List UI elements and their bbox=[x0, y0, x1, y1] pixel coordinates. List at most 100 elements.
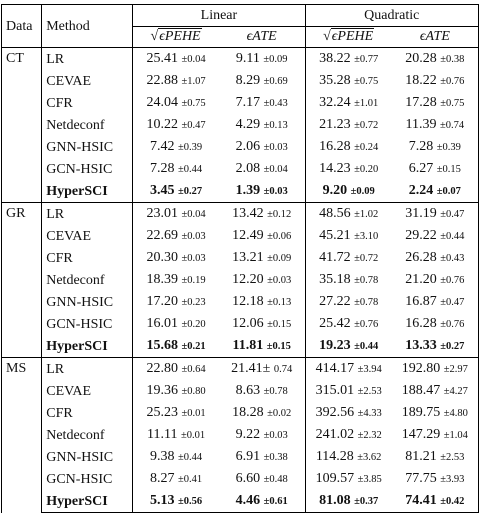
metric-value: 35.28 bbox=[319, 73, 351, 88]
metric-cell: 19.23 ±0.44 bbox=[305, 335, 392, 358]
method-name: HyperSCI bbox=[41, 335, 134, 358]
metric-value: 38.22 bbox=[319, 51, 351, 66]
metric-std: ±0.39 bbox=[178, 142, 203, 153]
metric-std: ±0.12 bbox=[267, 209, 292, 220]
table-row: CFR 25.23 ±0.01 18.28 ±0.02 392.56 ±4.33 189… bbox=[2, 402, 479, 424]
metric-value: 13.21 bbox=[232, 250, 264, 265]
table-row: CFR 24.04 ±0.75 7.17 ±0.43 32.24 ±1.01 17.28… bbox=[2, 92, 479, 114]
metric-cell: 13.42 ±0.12 bbox=[218, 202, 306, 225]
metric-cell: 192.80 ±2.97 bbox=[391, 357, 479, 380]
metric-std: ±0.69 bbox=[263, 76, 288, 87]
metric-value: 7.28 bbox=[150, 161, 175, 176]
metric-value: 6.91 bbox=[235, 449, 261, 464]
metric-value: 9.20 bbox=[322, 183, 348, 198]
metric-cell: 16.28 ±0.76 bbox=[391, 313, 479, 335]
metric-std: ±0.27 bbox=[440, 341, 465, 352]
metric-std: ±0.09 bbox=[267, 253, 292, 264]
metric-value: 22.69 bbox=[146, 228, 179, 243]
dataset-label: CT bbox=[0, 47, 43, 203]
metric-std: ±2.32 bbox=[357, 430, 382, 441]
metric-value: 22.80 bbox=[146, 361, 179, 376]
quadratic-header: Quadratic bbox=[305, 4, 480, 27]
metric-std: ±0.76 bbox=[440, 275, 465, 286]
metric-std: ±0.20 bbox=[354, 164, 379, 175]
metric-std: ±0.01 bbox=[181, 408, 206, 419]
method-name: CEVAE bbox=[41, 380, 134, 402]
metric-cell: 21.20 ±0.76 bbox=[391, 269, 479, 291]
method-name: CFR bbox=[41, 92, 134, 114]
metric-cell: 2.08 ±0.04 bbox=[218, 158, 306, 180]
metric-std: ±0.27 bbox=[178, 186, 203, 197]
metric-std: ±0.09 bbox=[263, 54, 288, 65]
metric-value: 12.20 bbox=[232, 272, 264, 287]
table-row: HyperSCI 5.13 ±0.56 4.46 ±0.61 81.08 ±0.37 7… bbox=[2, 490, 479, 513]
metric-value: 18.28 bbox=[232, 405, 264, 420]
metric-value: 18.22 bbox=[405, 73, 437, 88]
metric-cell: 114.28 ±3.62 bbox=[305, 446, 392, 468]
metric-cell: 45.21 ±3.10 bbox=[305, 225, 392, 247]
metric-cell: 315.01 ±2.53 bbox=[305, 380, 392, 402]
metric-cell: 25.23 ±0.01 bbox=[133, 402, 219, 424]
metric-value: 114.28 bbox=[315, 449, 354, 464]
metric-value: 25.23 bbox=[146, 405, 179, 420]
metric-std: ±0.13 bbox=[267, 297, 292, 308]
metric-std: ±0.38 bbox=[440, 54, 465, 65]
metric-std: ±0.42 bbox=[440, 496, 465, 507]
metric-value: 16.28 bbox=[405, 316, 437, 331]
table-row: HyperSCI 15.68 ±0.21 11.81 ±0.15 19.23 ±0.4… bbox=[2, 335, 479, 358]
table-row: Netdeconf 10.22 ±0.47 4.29 ±0.13 21.23 ±0.7… bbox=[2, 114, 479, 136]
metric-value: 5.13 bbox=[150, 493, 175, 508]
metric-std: ±1.01 bbox=[354, 98, 379, 109]
metric-cell: 9.22 ±0.03 bbox=[218, 424, 306, 446]
metric-cell: 18.39 ±0.19 bbox=[133, 269, 219, 291]
metric-cell: 3.45 ±0.27 bbox=[133, 180, 219, 203]
metric-value: 26.28 bbox=[405, 250, 437, 265]
metric-cell: 5.13 ±0.56 bbox=[132, 490, 219, 513]
metric-value: 74.41 bbox=[405, 493, 437, 508]
method-name: Netdeconf bbox=[41, 424, 134, 446]
metric-std: ±0.02 bbox=[267, 408, 292, 419]
table-row: GNN-HSIC 9.38 ±0.44 6.91 ±0.38 114.28 ±3.62… bbox=[2, 446, 479, 468]
metric-value: 9.11 bbox=[235, 51, 260, 66]
metric-cell: 7.42 ±0.39 bbox=[133, 136, 219, 158]
table-row: GNN-HSIC 17.20 ±0.23 12.18 ±0.13 27.22 ±0.7… bbox=[2, 291, 479, 313]
metric-value: 17.28 bbox=[405, 95, 437, 110]
metric-std: ±0.47 bbox=[181, 120, 206, 131]
metric-value: 16.01 bbox=[146, 316, 179, 331]
metric-value: 24.04 bbox=[146, 95, 179, 110]
metric-cell: 48.56 ±1.02 bbox=[305, 202, 392, 225]
metric-value: 23.01 bbox=[146, 206, 179, 221]
table-row: GNN-HSIC 7.42 ±0.39 2.06 ±0.03 16.28 ±0.24 7… bbox=[2, 136, 479, 158]
metric-std: ±0.24 bbox=[354, 142, 379, 153]
method-name: GCN-HSIC bbox=[41, 158, 134, 180]
metric-value: 12.49 bbox=[232, 228, 264, 243]
metric-value: 21.20 bbox=[405, 272, 437, 287]
metric-cell: 189.75 ±4.80 bbox=[391, 402, 479, 424]
metric-cell: 9.38 ±0.44 bbox=[133, 446, 219, 468]
metric-cell: 9.11 ±0.09 bbox=[218, 47, 306, 70]
metric-value: 8.29 bbox=[235, 73, 261, 88]
metric-std: ±0.13 bbox=[263, 120, 288, 131]
metric-std: ±0.76 bbox=[440, 76, 465, 87]
metric-cell: 6.60 ±0.48 bbox=[218, 468, 306, 490]
metric-cell: 14.23 ±0.20 bbox=[305, 158, 392, 180]
metric-cell: 12.06 ±0.15 bbox=[218, 313, 306, 335]
metric-std: ±1.04 bbox=[443, 430, 468, 441]
metric-value: 20.30 bbox=[146, 250, 179, 265]
metric-std: ±0.41 bbox=[178, 474, 203, 485]
metric-std: ±0.04 bbox=[263, 164, 288, 175]
metric-value: 20.28 bbox=[405, 51, 437, 66]
metric-value: 315.01 bbox=[315, 383, 355, 398]
metric-value: 6.27 bbox=[408, 161, 434, 176]
metric-value: 414.17 bbox=[315, 361, 355, 376]
metric-std: ±4.27 bbox=[443, 386, 468, 397]
metric-std: ±0.75 bbox=[440, 98, 465, 109]
metric-cell: 9.20 ±0.09 bbox=[305, 180, 392, 203]
metric-std: ±0.44 bbox=[178, 452, 203, 463]
metric-std: ±3.94 bbox=[357, 364, 382, 375]
method-name: CFR bbox=[41, 402, 134, 424]
metric-cell: 11.39 ±0.74 bbox=[391, 114, 479, 136]
metric-std: ±0.78 bbox=[263, 386, 288, 397]
metric-cell: 13.21 ±0.09 bbox=[218, 247, 306, 269]
metric-cell: 188.47 ±4.27 bbox=[391, 380, 479, 402]
